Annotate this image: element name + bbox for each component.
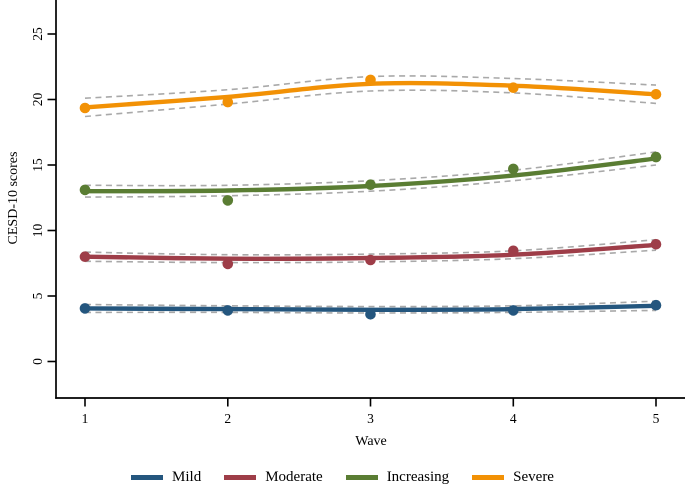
legend-item-severe: Severe: [472, 468, 554, 485]
ci-upper-line: [84, 238, 657, 256]
observed-point: [79, 184, 91, 196]
y-tick-label: 20: [30, 93, 45, 107]
observed-point: [79, 102, 91, 114]
legend-swatch: [224, 474, 257, 480]
legend-swatch: [345, 474, 378, 480]
x-tick-label: 2: [224, 411, 231, 426]
ci-upper-line: [84, 300, 657, 308]
observed-point: [222, 305, 234, 316]
observed-point: [222, 195, 234, 206]
legend-swatch: [131, 474, 164, 480]
observed-point: [365, 74, 376, 86]
y-axis-ticks: 0 5 10 15 20 25: [30, 27, 56, 365]
x-axis-title: Wave: [355, 434, 387, 449]
observed-point: [508, 305, 519, 316]
observed-point: [365, 254, 376, 266]
legend-label: Severe: [513, 468, 554, 485]
legend-label: Mild: [172, 468, 202, 485]
observed-point: [508, 163, 519, 175]
legend-item-increasing: Increasing: [345, 468, 450, 485]
x-tick-label: 5: [653, 411, 660, 426]
confidence-interval-layer: [84, 75, 657, 314]
observed-point: [365, 309, 376, 320]
observed-point: [79, 251, 91, 262]
observed-point: [650, 299, 662, 311]
legend-item-mild: Mild: [131, 468, 202, 485]
observed-point: [650, 89, 662, 100]
legend-label: Increasing: [386, 468, 450, 485]
y-tick-label: 25: [30, 27, 45, 41]
trend-line: [82, 80, 659, 110]
y-tick-label: 5: [30, 292, 45, 299]
observed-point: [650, 239, 662, 250]
observed-point: [222, 96, 234, 108]
x-tick-label: 3: [367, 411, 374, 426]
ci-lower-line: [84, 89, 657, 118]
observed-point: [508, 82, 519, 93]
observed-point-layer: [79, 74, 662, 320]
y-tick-label: 0: [30, 358, 45, 365]
legend-item-moderate: Moderate: [224, 468, 323, 485]
ci-lower-line: [84, 164, 657, 198]
legend-swatch: [472, 474, 505, 480]
observed-point: [222, 258, 234, 270]
x-axis-ticks: 1 2 3 4 5: [82, 398, 660, 426]
x-tick-label: 1: [82, 411, 89, 426]
y-tick-label: 15: [30, 158, 45, 172]
legend-label: Moderate: [265, 468, 323, 485]
observed-point: [79, 303, 91, 314]
observed-point: [508, 245, 519, 257]
legend: Mild Moderate Increasing Severe: [0, 465, 685, 489]
x-tick-label: 4: [510, 411, 517, 426]
observed-point: [650, 151, 662, 163]
y-tick-label: 10: [30, 224, 45, 238]
y-axis-title: CESD-10 scores: [6, 152, 21, 245]
observed-point: [365, 179, 376, 190]
